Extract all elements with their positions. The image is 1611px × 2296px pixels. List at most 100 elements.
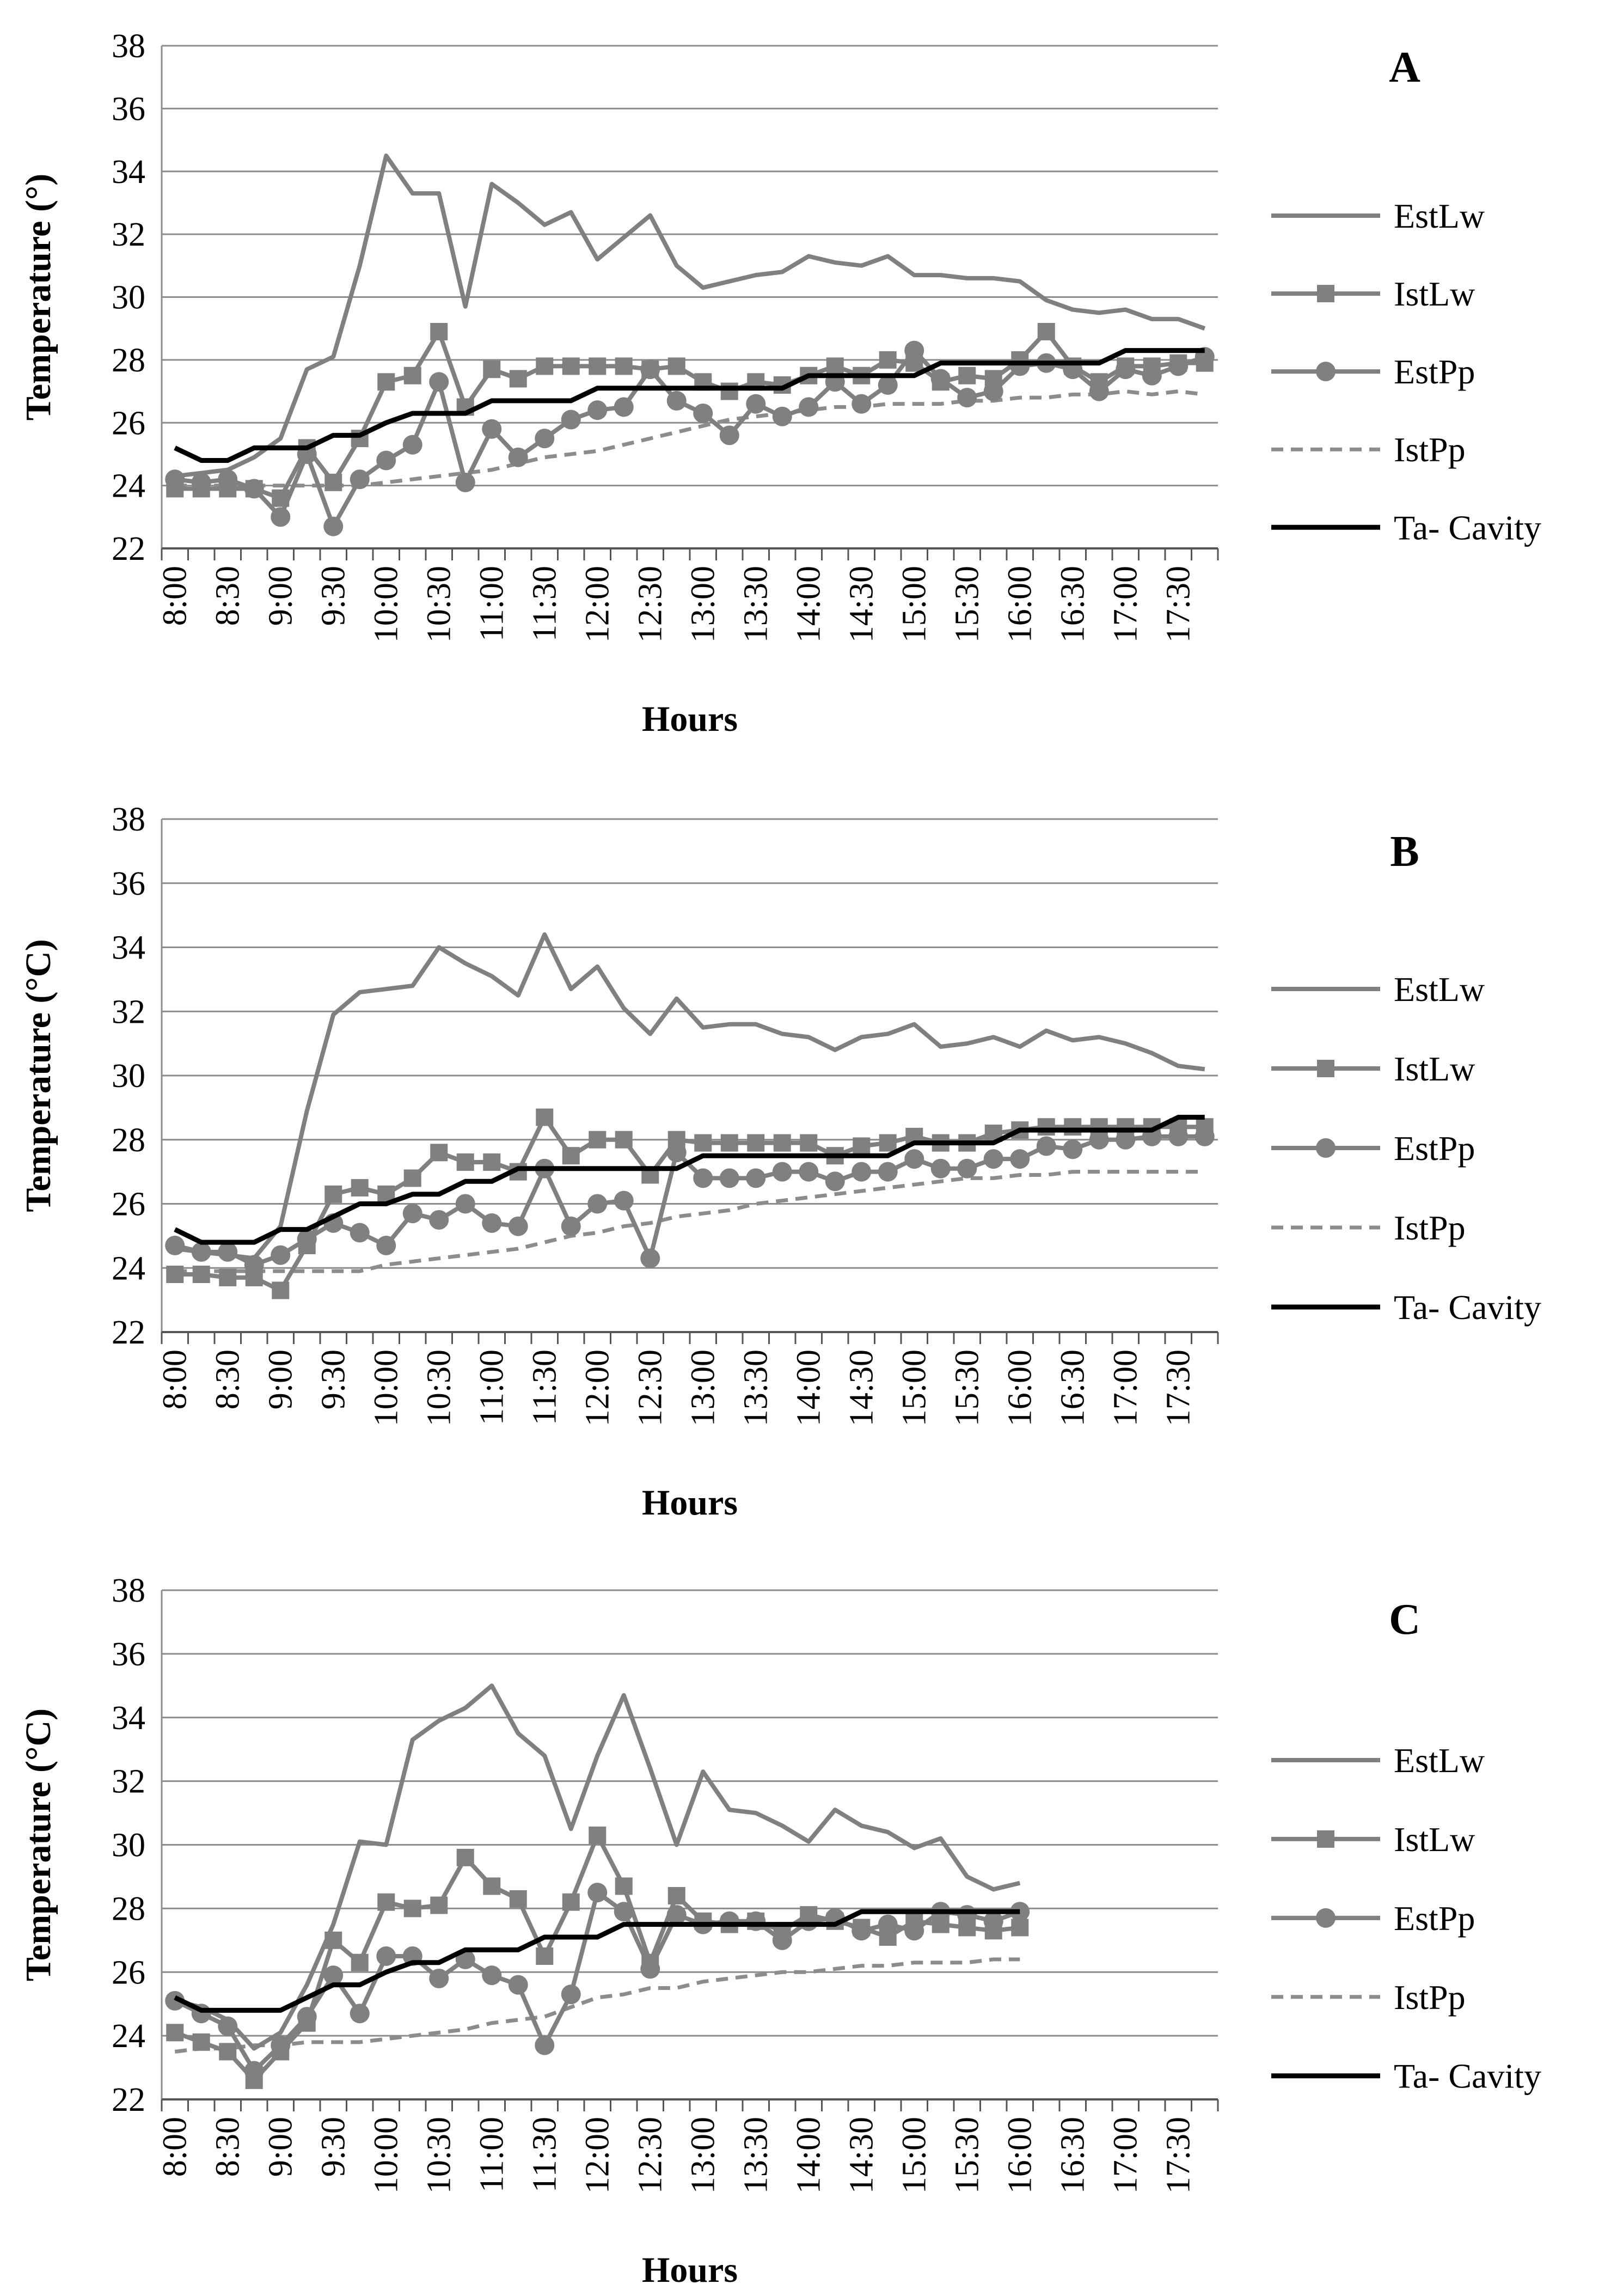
- data-point: [852, 394, 872, 414]
- y-tick-label: 32: [112, 1763, 145, 1800]
- x-tick-label: 11:00: [473, 1349, 510, 1425]
- data-point: [878, 375, 898, 395]
- data-point: [561, 1216, 581, 1236]
- x-tick-label: 9:30: [315, 1349, 352, 1409]
- legend-label: IstLw: [1394, 274, 1475, 313]
- data-point: [693, 403, 713, 423]
- data-point: [482, 419, 502, 439]
- data-point: [1168, 1126, 1189, 1146]
- data-point: [561, 410, 581, 430]
- x-tick-label: 9:30: [315, 2117, 352, 2177]
- x-tick-label: 11:00: [473, 2117, 510, 2193]
- x-tick-label: 11:30: [526, 1349, 563, 1425]
- data-point: [166, 2024, 184, 2042]
- data-point: [853, 1137, 871, 1155]
- data-point: [377, 373, 395, 391]
- legend-item: IstPp: [1271, 1978, 1466, 2017]
- data-point: [351, 1953, 369, 1971]
- panel-letter: C: [1389, 1596, 1420, 1644]
- data-point: [799, 1911, 819, 1931]
- data-point: [536, 1947, 554, 1965]
- x-tick-label: 10:00: [367, 566, 405, 643]
- y-tick-label: 34: [112, 154, 145, 191]
- x-tick-label: 10:30: [420, 1349, 457, 1426]
- y-axis-title: Temperature (°C): [19, 1708, 58, 1981]
- data-point: [1195, 1126, 1215, 1146]
- data-point: [376, 1946, 396, 1967]
- y-tick-label: 28: [112, 342, 145, 379]
- data-point: [773, 1134, 791, 1152]
- data-point: [1036, 1136, 1056, 1156]
- data-point: [219, 1268, 237, 1286]
- legend-item: Ta- Cavity: [1271, 1288, 1541, 1327]
- legend-item: IstPp: [1271, 1208, 1466, 1247]
- data-point: [667, 1887, 685, 1904]
- data-point: [402, 1204, 422, 1224]
- data-point: [904, 1921, 924, 1941]
- y-tick-label: 26: [112, 1186, 145, 1223]
- x-tick-label: 13:30: [737, 2117, 774, 2194]
- x-axis-title: Hours: [642, 1483, 738, 1523]
- data-point: [1089, 1129, 1109, 1150]
- data-point: [878, 1914, 898, 1934]
- x-tick-label: 15:00: [896, 2117, 933, 2194]
- series-line: [174, 1683, 1021, 2051]
- data-point: [455, 1194, 475, 1214]
- data-point: [402, 435, 422, 455]
- data-point: [271, 2035, 291, 2055]
- legend-label: IstPp: [1394, 430, 1466, 469]
- legend-label: IstLw: [1394, 1049, 1475, 1088]
- data-point: [589, 1826, 607, 1844]
- data-point: [272, 1281, 290, 1299]
- data-point: [719, 425, 739, 445]
- y-tick-label: 38: [112, 28, 145, 65]
- x-tick-label: 9:30: [315, 566, 352, 626]
- data-point: [165, 1990, 185, 2011]
- series-estlw: [174, 153, 1206, 479]
- data-point: [1168, 356, 1189, 376]
- data-point: [957, 388, 977, 408]
- series-istpp: [175, 389, 1205, 488]
- data-point: [666, 1905, 687, 1925]
- data-point: [1063, 1139, 1083, 1159]
- data-point: [667, 357, 685, 375]
- data-point: [694, 1134, 712, 1152]
- legend-label: EstLw: [1394, 970, 1485, 1009]
- data-point: [483, 1153, 501, 1171]
- panel-letter: A: [1389, 44, 1420, 91]
- legend-marker: [1316, 362, 1336, 382]
- data-point: [720, 382, 738, 400]
- chart-c: 22 24 26 28 30 32 34 36 38 8:00 8:30 9:00 9:30 10:00 1…: [19, 1572, 1541, 2290]
- data-point: [323, 1965, 344, 1986]
- x-tick-label: 8:00: [156, 2117, 193, 2177]
- y-tick-label: 36: [112, 865, 145, 902]
- data-point: [614, 397, 634, 417]
- y-tick-label: 24: [112, 1250, 145, 1287]
- x-tick-label: 13:30: [737, 1349, 774, 1426]
- x-tick-label: 16:30: [1054, 2117, 1091, 2194]
- data-point: [244, 2061, 264, 2081]
- x-tick-label: 12:30: [632, 2117, 669, 2194]
- data-point: [614, 1902, 634, 1922]
- data-point: [1116, 1129, 1136, 1150]
- x-tick-label: 14:30: [843, 1349, 880, 1426]
- legend-label: IstLw: [1394, 1820, 1475, 1859]
- x-tick-label: 11:30: [526, 2117, 563, 2193]
- x-tick-label: 8:00: [156, 1349, 193, 1409]
- legend-label: EstLw: [1394, 1741, 1485, 1780]
- x-tick-label: 14:00: [790, 1349, 827, 1426]
- legend-marker: [1316, 1908, 1336, 1928]
- data-point: [483, 1877, 501, 1895]
- legend-item: EstLw: [1271, 970, 1485, 1009]
- x-tick-label: 13:30: [737, 566, 774, 643]
- series-istpp: [175, 1170, 1205, 1273]
- data-point: [219, 2043, 237, 2061]
- x-tick-label: 8:30: [209, 1349, 246, 1409]
- x-tick-label: 13:00: [684, 566, 721, 643]
- data-point: [456, 1153, 474, 1171]
- data-point: [746, 394, 766, 414]
- chart-b: 22 24 26 28 30 32 34 36 38 8:00 8:30 9:00 9:30 10:00 1…: [19, 801, 1541, 1523]
- x-tick-label: 11:00: [473, 566, 510, 642]
- y-tick-label: 28: [112, 1122, 145, 1159]
- data-point: [430, 322, 448, 340]
